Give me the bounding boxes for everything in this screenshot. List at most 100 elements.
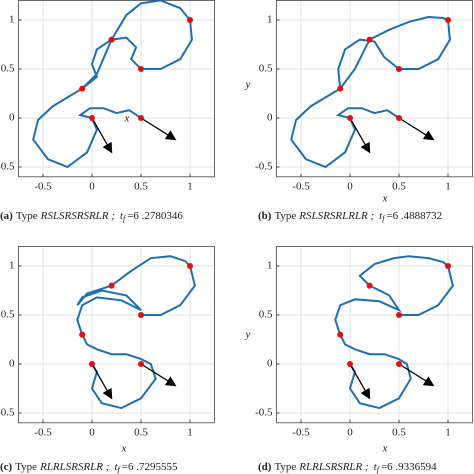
waypoint (396, 361, 402, 367)
waypoint (366, 282, 373, 289)
x-tick-label: 0.5 (392, 180, 406, 192)
waypoint (187, 263, 193, 269)
waypoint (347, 115, 353, 121)
caption-time-subscript: f (382, 214, 386, 223)
waypoint (89, 115, 95, 121)
waypoint (138, 115, 144, 121)
y-tick-label: 1 (9, 14, 15, 26)
caption-prefix: Type (16, 210, 38, 222)
x-tick-label: 0 (89, 426, 95, 438)
x-tick-label: 0.5 (392, 426, 406, 438)
caption: (c) Type RLRLSRSRLR ; tf =6 .7295555 (0, 461, 178, 474)
caption-prefix: Type (15, 461, 37, 473)
caption-maneuver: RSLSRSRLRLR ; (298, 210, 374, 222)
y-tick-label: 0.5 (259, 63, 273, 75)
waypoint (347, 361, 353, 367)
panel: -0.5 0 0.5 1 -0.5 0 0.5 1 x y (d) Type RLRLSRSRLR ; t… (245, 245, 473, 474)
x-tick-label: 1 (445, 426, 451, 438)
heading-arrow (398, 363, 435, 387)
y-tick-label: 0 (267, 358, 273, 370)
plot-frame (276, 245, 473, 424)
heading-arrow (398, 117, 435, 141)
heading-arrow (140, 117, 177, 141)
waypoint (187, 17, 193, 23)
caption-maneuver: RSLSRSRSRLR ; (40, 210, 115, 222)
x-tick-label: -0.5 (292, 426, 310, 438)
y-axis-label: y (245, 79, 251, 91)
trajectory (76, 255, 196, 410)
x-tick-label: 1 (187, 180, 193, 192)
x-axis-label: x (121, 443, 127, 455)
x-tick-label: 0.5 (134, 426, 148, 438)
x-tick-label: 0 (89, 180, 95, 192)
caption-time-symbol: t (379, 210, 383, 222)
caption-maneuver: RLRLSRSRLR ; (39, 461, 109, 473)
panel: -0.5 0 0.5 1 -0.5 0 0.5 1 x y (b) Type RSLSRSRLRLR ;… (245, 0, 473, 223)
trajectory (32, 0, 193, 169)
caption-time: =6 .9336594 (381, 461, 437, 473)
caption-time-symbol: t (114, 461, 118, 473)
waypoint (337, 85, 344, 92)
y-tick-label: 0.5 (1, 309, 15, 321)
caption-time-subscript: f (377, 465, 381, 474)
y-axis-label: y (245, 329, 251, 341)
caption-time-subscript: f (123, 214, 127, 223)
waypoint (138, 312, 144, 318)
x-tick-label: 0 (347, 426, 353, 438)
caption: (b) Type RSLSRSRLRLR ; tf =6 .4888732 (258, 210, 442, 223)
heading-arrow (349, 117, 371, 154)
y-tick-label: 0 (9, 358, 15, 370)
y-tick-label: 0.5 (1, 63, 15, 75)
caption-label: (a) (0, 210, 13, 222)
y-tick-label: 1 (9, 260, 15, 272)
heading-arrow (91, 117, 113, 154)
caption-time: =6 .4888732 (386, 210, 442, 222)
caption: (d) Type RLRLSRSRLR ; tf =6 .9336594 (258, 461, 437, 474)
caption-label: (b) (258, 210, 272, 222)
heading-arrow (349, 363, 371, 400)
waypoint (337, 331, 344, 338)
x-tick-label: 1 (187, 426, 193, 438)
caption-prefix: Type (274, 461, 296, 473)
y-tick-label: -0.5 (0, 161, 15, 173)
y-tick-label: -0.5 (0, 407, 15, 419)
waypoint (108, 282, 115, 289)
plot-frame (18, 0, 215, 178)
caption-prefix: Type (274, 210, 296, 222)
waypoint (79, 331, 86, 338)
x-tick-label: 1 (445, 180, 451, 192)
waypoint (138, 66, 144, 72)
waypoint (396, 66, 402, 72)
heading-arrow (140, 363, 177, 387)
x-tick-label: -0.5 (34, 426, 52, 438)
waypoint (138, 361, 144, 367)
x-axis-label: x (382, 443, 388, 455)
x-axis-label: x (382, 193, 388, 205)
waypoint (108, 36, 115, 43)
caption-label: (d) (258, 461, 272, 473)
y-tick-label: -0.5 (255, 407, 273, 419)
caption-time: =6 .2780346 (127, 210, 183, 222)
plot-frame (276, 0, 473, 178)
waypoint (396, 115, 402, 121)
caption: (a) Type RSLSRSRSRLR ; tf =6 .2780346 (0, 210, 183, 223)
x-tick-label: 0.5 (134, 180, 148, 192)
plot-frame (18, 245, 215, 424)
trajectory (334, 255, 454, 410)
waypoint (79, 85, 86, 92)
waypoint (89, 361, 95, 367)
caption-label: (c) (0, 461, 13, 473)
waypoint (445, 17, 451, 23)
waypoint (396, 312, 402, 318)
y-tick-label: 0 (9, 112, 15, 124)
x-axis-label: x (124, 113, 130, 125)
caption-time-symbol: t (120, 210, 124, 222)
caption-maneuver: RLRLSRSRLR ; (298, 461, 368, 473)
trajectory (290, 16, 451, 169)
caption-time-subscript: f (118, 465, 122, 474)
y-tick-label: 1 (267, 260, 273, 272)
x-tick-label: -0.5 (292, 180, 310, 192)
